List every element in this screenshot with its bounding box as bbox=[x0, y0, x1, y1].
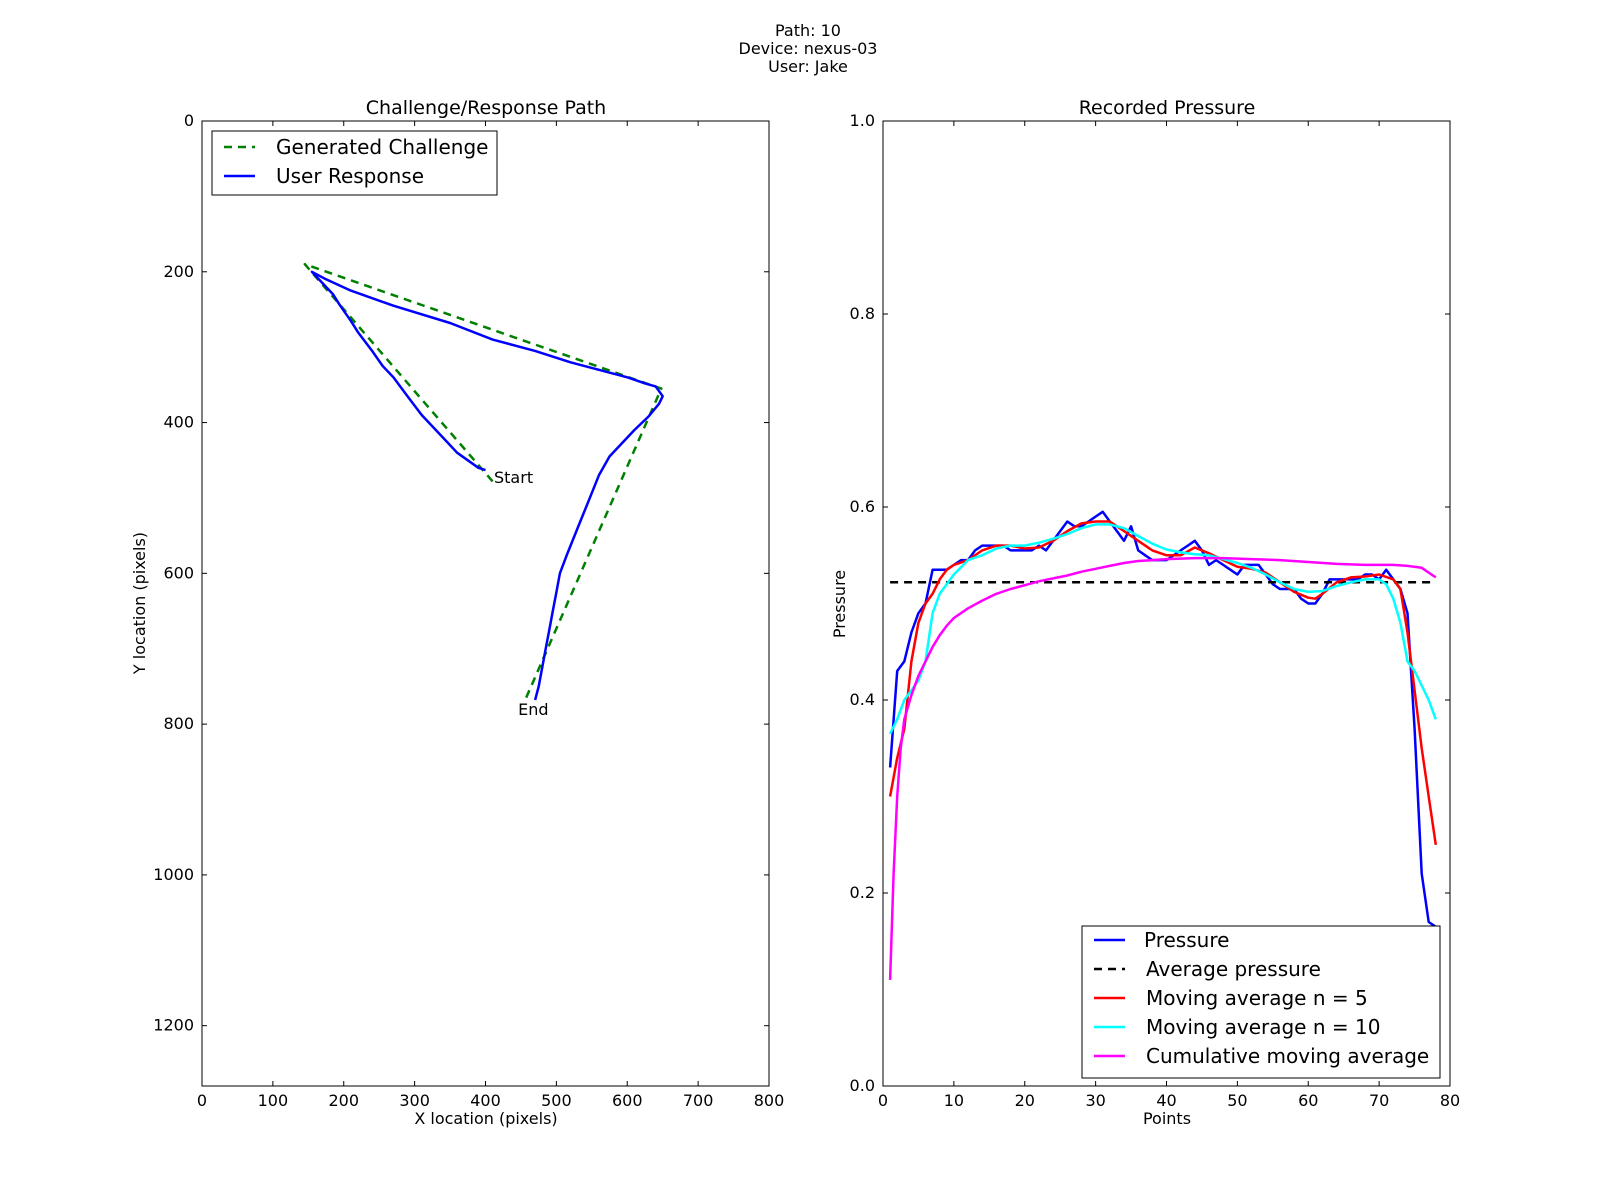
legend-label-moving-average-10: Moving average n = 10 bbox=[1146, 1015, 1380, 1039]
pressure-chart-plot-area bbox=[888, 510, 1438, 980]
annotation-start: Start bbox=[494, 468, 533, 487]
pressure-chart-xtick-label: 30 bbox=[1085, 1091, 1105, 1110]
path-chart-xtick-label: 600 bbox=[612, 1091, 643, 1110]
pressure-chart-ticks: 0 10 20 30 40 50 60 70 80 0.0 0.2 0.4 0.6 0.8 1.0 bbox=[850, 111, 1461, 1110]
pressure-chart-ytick-label: 1.0 bbox=[850, 111, 875, 130]
path-chart-ytick-label: 0 bbox=[184, 111, 194, 130]
pressure-chart-xtick-label: 50 bbox=[1227, 1091, 1247, 1110]
legend-label-moving-average-5: Moving average n = 5 bbox=[1146, 986, 1368, 1010]
pressure-chart-xlabel: Points bbox=[1143, 1109, 1191, 1128]
pressure-chart: Recorded Pressure 0 10 20 30 40 50 60 70 80 0.0 0.… bbox=[830, 97, 1460, 1128]
path-chart-xtick-label: 400 bbox=[470, 1091, 501, 1110]
legend-label-average-pressure: Average pressure bbox=[1146, 957, 1321, 981]
path-chart-xtick-label: 100 bbox=[258, 1091, 289, 1110]
series-line-moving-average-n-10 bbox=[888, 523, 1437, 735]
path-chart-legend-box bbox=[211, 130, 498, 196]
pressure-chart-legend: Pressure Average pressure Moving average… bbox=[1081, 925, 1441, 1079]
path-chart-xtick-label: 0 bbox=[197, 1091, 207, 1110]
legend-label-cumulative-moving-average: Cumulative moving average bbox=[1146, 1044, 1429, 1068]
annotation-end: End bbox=[518, 700, 548, 719]
path-chart-xlabel: X location (pixels) bbox=[414, 1109, 557, 1128]
series-line-cumulative-moving-average bbox=[888, 556, 1437, 980]
path-chart-ylabel: Y location (pixels) bbox=[130, 532, 149, 675]
legend-label-pressure: Pressure bbox=[1144, 928, 1229, 952]
path-chart-ytick-label: 1200 bbox=[153, 1016, 194, 1035]
path-chart-plot-area: Start End bbox=[303, 262, 664, 719]
pressure-chart-title: Recorded Pressure bbox=[1079, 97, 1256, 119]
path-chart-frame bbox=[201, 120, 770, 1087]
legend-label-generated-challenge: Generated Challenge bbox=[276, 135, 488, 159]
suptitle-line-3: User: Jake bbox=[768, 57, 848, 76]
series-line-pressure bbox=[888, 510, 1437, 928]
pressure-chart-xtick-label: 0 bbox=[878, 1091, 888, 1110]
suptitle-line-1: Path: 10 bbox=[775, 21, 841, 40]
pressure-chart-ytick-label: 0.4 bbox=[850, 690, 875, 709]
pressure-chart-xtick-label: 80 bbox=[1440, 1091, 1460, 1110]
pressure-chart-ytick-label: 0.8 bbox=[850, 304, 875, 323]
path-chart-xtick-label: 200 bbox=[328, 1091, 359, 1110]
series-line-moving-average-n-5 bbox=[888, 520, 1438, 845]
pressure-chart-xtick-label: 60 bbox=[1298, 1091, 1318, 1110]
pressure-chart-xtick-label: 10 bbox=[944, 1091, 964, 1110]
path-chart: Challenge/Response Path 0 100 200 300 400 500… bbox=[130, 97, 784, 1128]
path-chart-ytick-label: 200 bbox=[163, 262, 194, 281]
path-chart-xtick-label: 700 bbox=[683, 1091, 714, 1110]
path-chart-xtick-label: 300 bbox=[399, 1091, 430, 1110]
suptitle: Path: 10 Device: nexus-03 User: Jake bbox=[739, 21, 878, 76]
path-chart-ytick-label: 400 bbox=[163, 413, 194, 432]
pressure-chart-xtick-label: 20 bbox=[1015, 1091, 1035, 1110]
pressure-chart-ylabel: Pressure bbox=[830, 570, 849, 638]
path-chart-ytick-label: 800 bbox=[163, 714, 194, 733]
path-chart-title: Challenge/Response Path bbox=[366, 97, 606, 119]
suptitle-line-2: Device: nexus-03 bbox=[739, 39, 878, 58]
path-chart-legend: Generated Challenge User Response bbox=[211, 130, 498, 196]
pressure-chart-legend-box bbox=[1081, 925, 1441, 1079]
legend-label-user-response: User Response bbox=[276, 164, 424, 188]
path-chart-ytick-label: 600 bbox=[163, 563, 194, 582]
pressure-chart-ytick-label: 0.0 bbox=[850, 1076, 875, 1095]
pressure-chart-xtick-label: 40 bbox=[1156, 1091, 1176, 1110]
pressure-chart-frame bbox=[882, 120, 1451, 1087]
path-chart-ytick-label: 1000 bbox=[153, 865, 194, 884]
pressure-chart-ytick-label: 0.6 bbox=[850, 497, 875, 516]
path-chart-xtick-label: 500 bbox=[541, 1091, 572, 1110]
series-line-generated-challenge bbox=[303, 262, 663, 703]
path-chart-xtick-label: 800 bbox=[754, 1091, 785, 1110]
series-line-user-response bbox=[310, 270, 664, 701]
path-chart-ticks: 0 100 200 300 400 500 600 700 800 0 200 400 600 800 10… bbox=[153, 111, 784, 1110]
pressure-chart-xtick-label: 70 bbox=[1369, 1091, 1389, 1110]
pressure-chart-ytick-label: 0.2 bbox=[850, 883, 875, 902]
